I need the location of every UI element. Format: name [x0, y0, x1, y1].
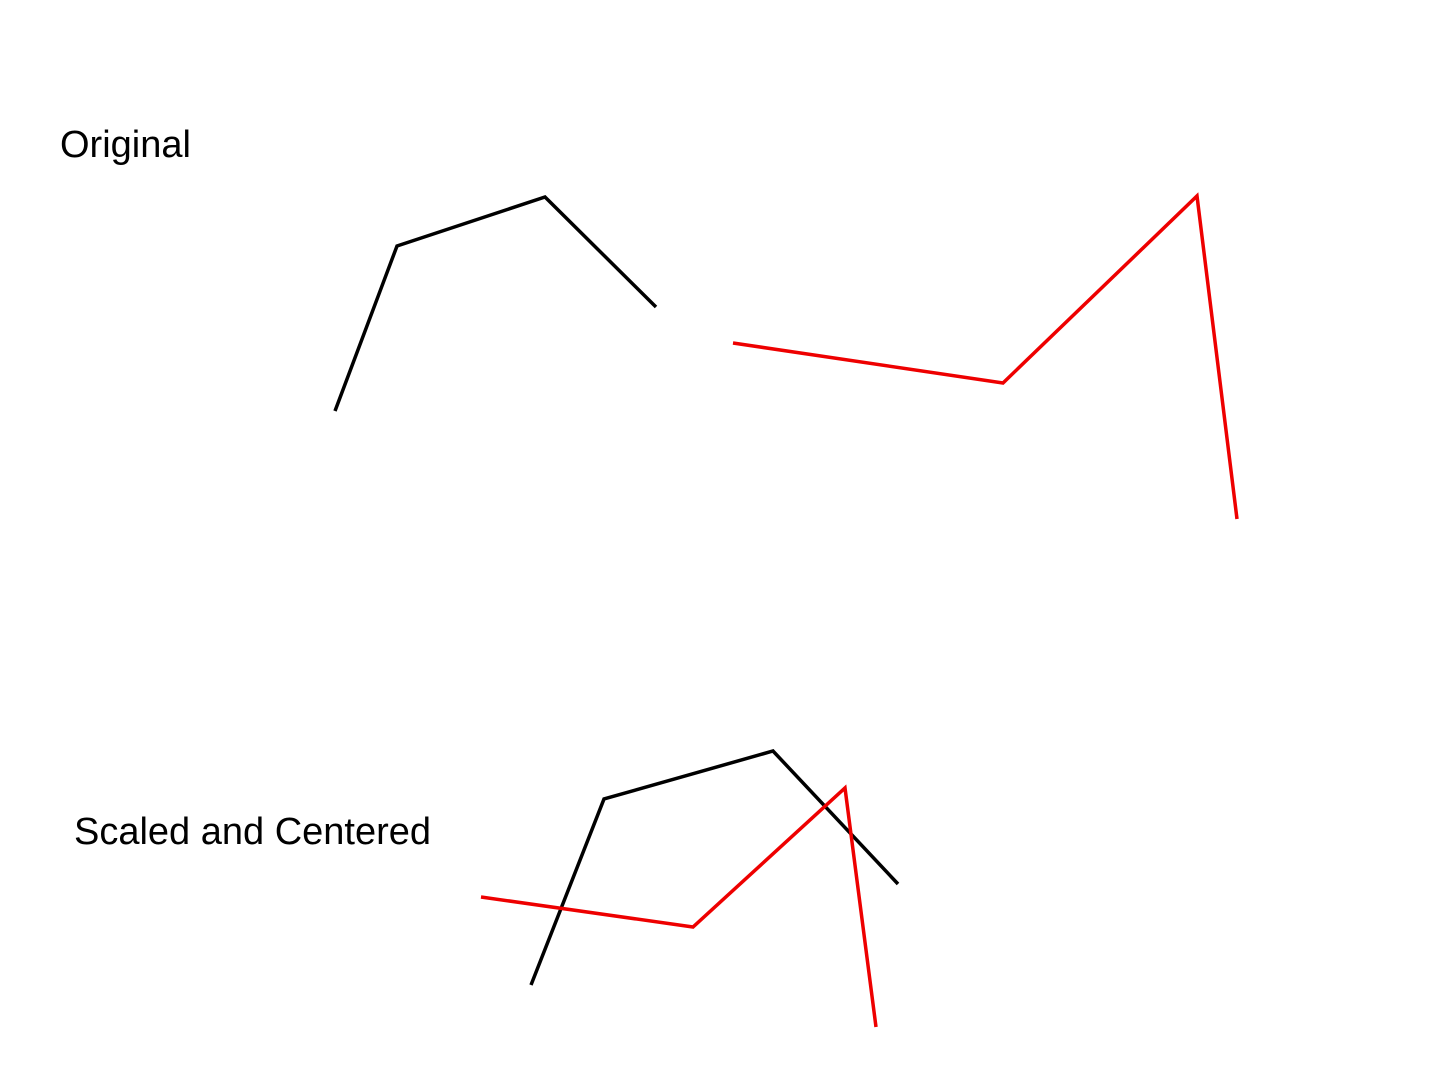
label-original: Original	[60, 124, 191, 166]
scaled-centered-group	[480, 749, 900, 1028]
label-scaled-and-centered: Scaled and Centered	[74, 811, 432, 853]
scaled-red-polyline	[480, 784, 878, 1028]
original-red-polyline	[732, 192, 1239, 520]
original-black-polyline	[333, 195, 658, 412]
original-group	[333, 192, 1239, 520]
scaled-black-polyline	[529, 749, 900, 986]
